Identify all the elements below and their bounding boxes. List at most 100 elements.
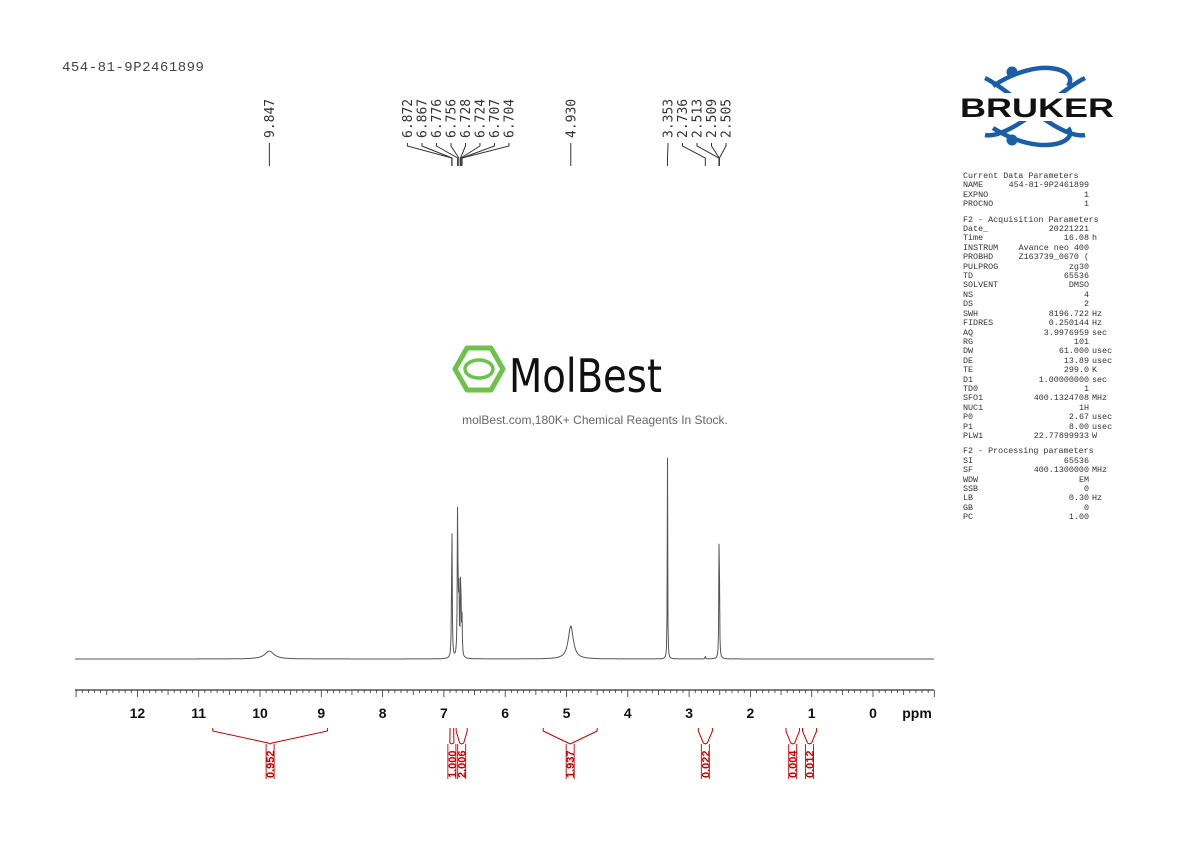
watermark-tagline: molBest.com,180K+ Chemical Reagents In S… — [462, 413, 728, 427]
param-label: SF — [963, 465, 974, 476]
param-value: 1H — [1078, 402, 1089, 413]
param-value: DMSO — [1068, 280, 1089, 291]
param-unit: sec — [1092, 374, 1108, 385]
peak-label: 6.756 — [444, 99, 459, 138]
peak-label: 6.704 — [502, 99, 517, 138]
atom-dot-icon — [1006, 66, 1018, 78]
param-unit: h — [1092, 233, 1098, 244]
x-tick-label: 7 — [440, 705, 448, 721]
molbest-benzene-icon — [452, 345, 506, 393]
param-unit: MHz — [1092, 465, 1108, 476]
peak-labels: 9.847 6.872 6.867 6.776 6.756 6.728 6.724 6.707… — [263, 99, 735, 166]
peak-label: 2.509 — [705, 99, 720, 138]
param-value: Avance neo 400 — [1018, 242, 1089, 253]
param-unit: usec — [1092, 346, 1113, 357]
peak-label-leader — [461, 143, 510, 166]
param-value: 16.08 h — [1064, 233, 1115, 244]
integral-bracket — [785, 728, 800, 745]
param-label: SI — [963, 455, 974, 466]
param-value: 20221221 — [1048, 224, 1089, 235]
param-value: 101 — [1073, 336, 1089, 347]
param-value: 4 — [1083, 289, 1089, 300]
param-value: 400.1300000 MHz — [1034, 465, 1115, 476]
peak-label: 6.872 — [401, 99, 416, 138]
param-row-time: Time 16.08 h — [963, 233, 1115, 244]
param-label: GB — [963, 502, 974, 513]
param-label: TE — [963, 365, 974, 376]
peak-label: 6.707 — [488, 99, 503, 138]
param-label: Date_ — [963, 224, 989, 235]
x-tick-label: 11 — [191, 705, 206, 721]
param-label: P1 — [963, 421, 974, 432]
param-label: FIDRES — [963, 318, 994, 329]
peak-label-leader — [718, 143, 727, 166]
param-value: 22.77899933 W — [1034, 430, 1115, 441]
x-tick-label: 3 — [685, 705, 693, 721]
x-tick-label: 6 — [501, 705, 509, 721]
param-row-pulprog: PULPROG zg30 — [963, 261, 1115, 272]
param-value: Z163739_0670 ( — [1018, 252, 1089, 263]
param-value: 0 — [1083, 484, 1089, 494]
param-value: 13.89 usec — [1064, 356, 1115, 366]
x-tick-label: 2 — [747, 705, 755, 721]
x-axis-label: ppm — [902, 705, 932, 721]
param-row-nuc1: NUC1 1H — [963, 402, 1115, 413]
param-row-lb: LB 0.30 Hz — [963, 493, 1115, 504]
param-value: 1 — [1083, 383, 1089, 394]
param-label: Time — [963, 233, 984, 244]
param-label: PROCNO — [963, 199, 994, 210]
param-row-procno: PROCNO 1 — [963, 199, 1115, 210]
peak-label: 6.724 — [473, 99, 488, 138]
peak-label: 6.776 — [430, 99, 445, 138]
integral-value: 0.022 — [700, 750, 712, 778]
param-label: NS — [963, 289, 974, 300]
param-row-fidres: FIDRES 0.250144 Hz — [963, 318, 1115, 329]
param-value: 61.000 usec — [1059, 346, 1115, 357]
molbest-brand-text: MolBest — [509, 349, 662, 403]
x-tick-label: 10 — [252, 705, 268, 721]
param-row-p1: P1 8.00 usec — [963, 421, 1115, 432]
param-value: 2.67 usec — [1069, 412, 1115, 422]
molbest-watermark-logo: MolBest — [452, 345, 662, 403]
integral-bracket — [542, 728, 598, 745]
processing-params-title: F2 - Processing parameters — [963, 446, 1094, 457]
param-label: PROBHD — [963, 252, 994, 263]
sample-title: 454-81-9P2461899 — [62, 60, 205, 76]
integral-bracket — [212, 728, 328, 745]
param-value: zg30 — [1068, 261, 1089, 272]
peak-label-leader — [682, 143, 706, 166]
param-row-expno: EXPNO 1 — [963, 190, 1115, 200]
integral-value: 0.952 — [265, 750, 277, 778]
param-row-td: TD 65536 — [963, 271, 1115, 281]
x-tick-label: 1 — [808, 705, 816, 721]
bruker-logo: BRUKER — [958, 65, 1116, 148]
param-label: DS — [963, 299, 974, 310]
param-row-probhd: PROBHD Z163739_0670 ( — [963, 252, 1115, 263]
param-value: 0.30 Hz — [1069, 493, 1115, 503]
integral-value: 1.000 — [447, 750, 459, 778]
param-row-p0: P0 2.67 usec — [963, 412, 1115, 423]
param-label: P0 — [963, 412, 974, 423]
param-value: EM — [1078, 474, 1089, 485]
peak-label-leader — [421, 143, 453, 166]
param-label: WDW — [963, 474, 979, 485]
param-label: SSB — [963, 484, 979, 494]
param-label: NAME — [963, 180, 984, 191]
param-value: 2 — [1083, 299, 1089, 310]
param-value: 400.1324708 MHz — [1034, 393, 1115, 403]
param-value: 1.00 — [1068, 512, 1089, 523]
param-unit: usec — [1092, 421, 1113, 432]
param-value: 65536 — [1063, 455, 1089, 466]
param-row-solvent: SOLVENT DMSO — [963, 280, 1115, 291]
param-label: PULPROG — [963, 261, 999, 272]
peak-label: 3.353 — [662, 99, 677, 138]
integral-value: 1.937 — [565, 750, 577, 778]
spectrum-line — [75, 457, 934, 660]
param-label: INSTRUM — [963, 242, 999, 253]
param-row-si: SI 65536 — [963, 455, 1115, 466]
param-unit: W — [1092, 430, 1098, 441]
param-label: LB — [963, 493, 974, 504]
x-tick-label: 12 — [130, 705, 146, 721]
